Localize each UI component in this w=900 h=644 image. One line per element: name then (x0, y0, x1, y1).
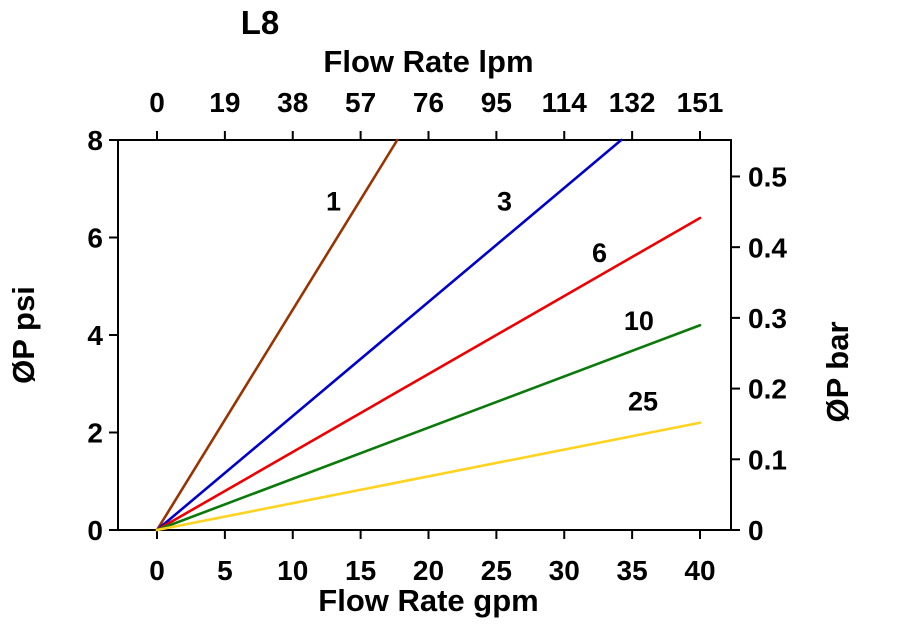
right-axis-title: ØP bar (820, 321, 855, 422)
left-axis-tick-label: 8 (87, 125, 103, 156)
top-axis-tick-label: 132 (609, 87, 656, 118)
series-line-3 (155, 138, 623, 532)
bottom-axis-tick-label: 0 (149, 555, 165, 586)
right-axis-tick-label: 0.5 (748, 162, 787, 193)
series-label-1: 1 (326, 187, 341, 217)
top-axis-tick-label: 19 (209, 87, 240, 118)
top-axis-tick-label: 95 (481, 87, 512, 118)
top-axis-tick-label: 38 (277, 87, 308, 118)
bottom-axis-tick-label: 10 (277, 555, 308, 586)
left-axis-tick-label: 4 (87, 320, 103, 351)
series-label-3: 3 (497, 187, 512, 217)
bottom-axis-tick-label: 5 (217, 555, 233, 586)
top-axis-tick-label: 151 (677, 87, 724, 118)
top-axis-tick-label: 114 (542, 87, 588, 118)
top-axis-tick-label: 76 (413, 87, 444, 118)
series-label-25: 25 (628, 387, 658, 417)
right-axis-tick-label: 0.2 (748, 374, 787, 405)
left-axis-tick-label: 2 (87, 418, 103, 449)
series-line-1 (155, 138, 399, 532)
series-label-10: 10 (624, 306, 654, 336)
series-line-25 (155, 421, 702, 532)
right-axis-tick-label: 0.3 (748, 303, 787, 334)
top-axis-title: Flow Rate lpm (323, 44, 533, 79)
chart-title: L8 (241, 4, 280, 41)
right-axis-tick-label: 0.4 (748, 232, 787, 263)
bottom-axis-tick-label: 15 (345, 555, 376, 586)
right-axis-tick-label: 0.1 (748, 444, 787, 475)
top-axis-tick-label: 0 (149, 87, 165, 118)
top-axis-tick-label: 57 (345, 87, 376, 118)
bottom-axis-tick-label: 20 (413, 555, 444, 586)
bottom-axis-tick-label: 35 (617, 555, 648, 586)
bottom-axis-tick-label: 30 (549, 555, 580, 586)
bottom-axis-tick-label: 25 (481, 555, 512, 586)
right-axis-tick-label: 0 (748, 515, 764, 546)
series-label-6: 6 (592, 238, 607, 268)
left-axis-tick-label: 6 (87, 223, 103, 254)
left-axis-tick-label: 0 (87, 515, 103, 546)
series-line-6 (155, 216, 702, 532)
bottom-axis-title: Flow Rate gpm (318, 583, 538, 618)
series-line-10 (155, 323, 702, 532)
bottom-axis-tick-label: 40 (684, 555, 715, 586)
left-axis-title: ØP psi (6, 286, 41, 384)
